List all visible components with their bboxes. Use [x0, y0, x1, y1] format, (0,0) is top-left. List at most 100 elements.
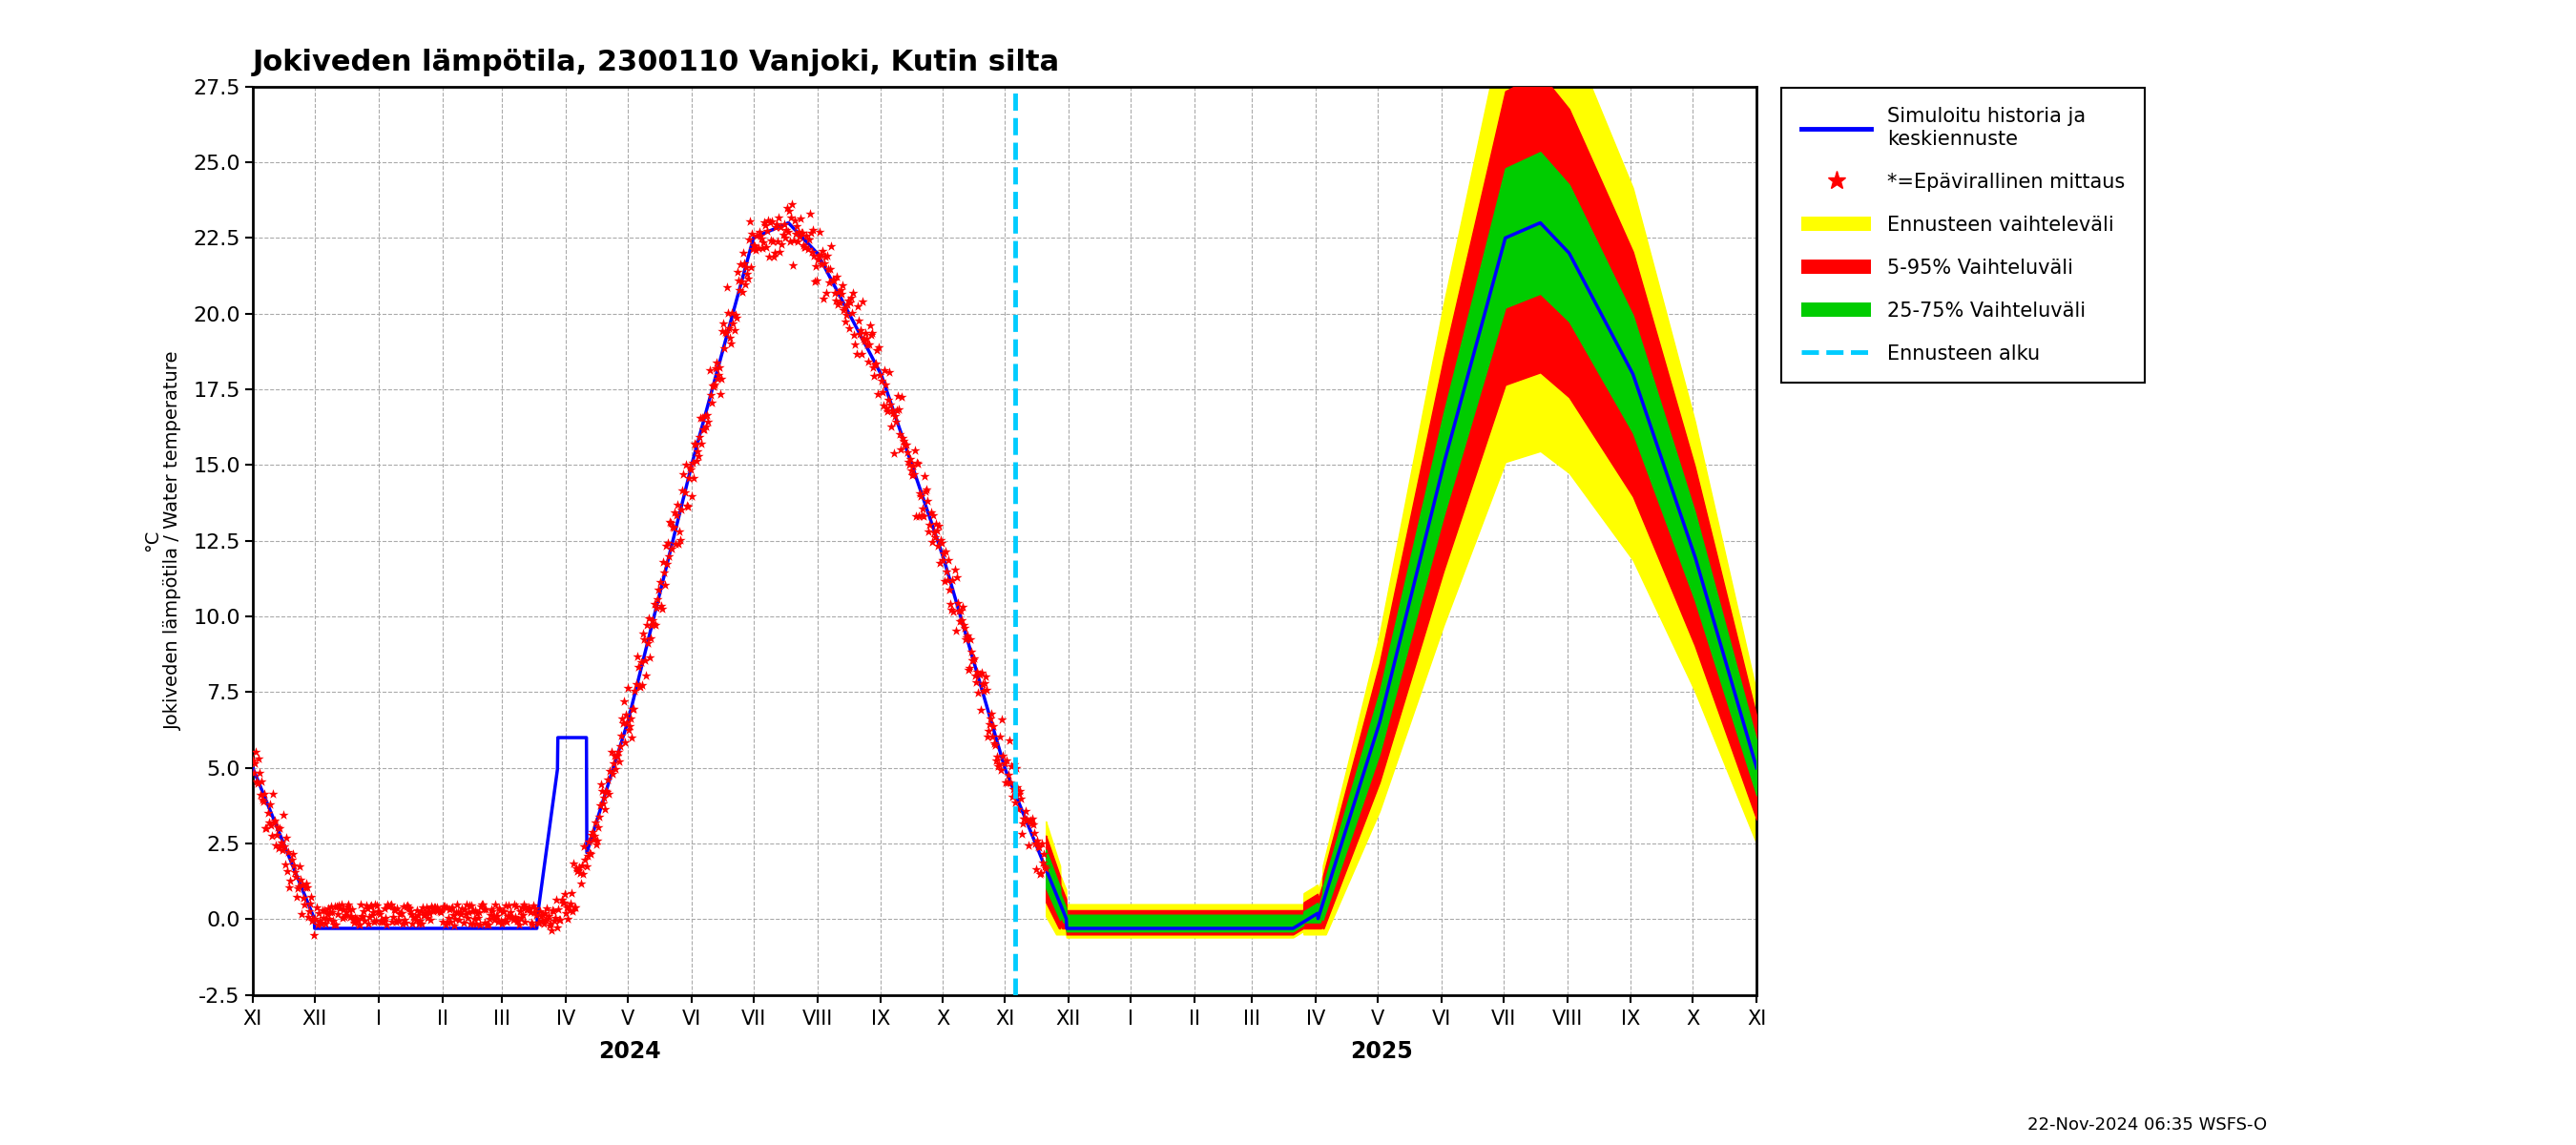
- Point: [966, 727, 1007, 745]
- Point: [340, 916, 381, 934]
- Point: [930, 600, 971, 618]
- Point: [958, 684, 999, 702]
- Point: [786, 238, 827, 256]
- Point: [240, 785, 281, 804]
- Point: [629, 609, 670, 627]
- Point: [922, 551, 963, 569]
- Point: [598, 752, 639, 771]
- Point: [330, 900, 371, 918]
- Point: [688, 406, 729, 425]
- Point: [237, 772, 278, 790]
- Point: [273, 845, 314, 863]
- Point: [587, 783, 629, 802]
- Point: [1018, 837, 1059, 855]
- Point: [464, 914, 505, 932]
- Point: [696, 354, 737, 372]
- Point: [884, 432, 925, 450]
- Point: [904, 482, 945, 500]
- Point: [922, 535, 963, 553]
- Point: [791, 223, 832, 242]
- Point: [492, 895, 533, 914]
- Point: [451, 914, 492, 932]
- Point: [384, 910, 425, 929]
- Point: [835, 345, 876, 363]
- Point: [621, 676, 662, 694]
- Point: [649, 547, 690, 566]
- Point: [778, 228, 819, 246]
- Point: [446, 895, 487, 914]
- Point: [520, 907, 562, 925]
- Point: [232, 751, 273, 769]
- Point: [461, 898, 502, 916]
- Point: [325, 903, 366, 922]
- Point: [304, 901, 345, 919]
- Point: [814, 271, 855, 290]
- Point: [891, 457, 933, 475]
- Point: [1015, 861, 1056, 879]
- Point: [250, 816, 291, 835]
- Point: [739, 227, 781, 245]
- Point: [948, 626, 989, 645]
- Point: [281, 870, 322, 889]
- Point: [783, 238, 824, 256]
- Point: [528, 909, 569, 927]
- Point: [605, 705, 647, 724]
- Point: [974, 735, 1015, 753]
- Point: [407, 909, 448, 927]
- Point: [801, 245, 842, 263]
- Point: [278, 856, 319, 875]
- Point: [536, 918, 577, 937]
- Point: [515, 906, 556, 924]
- Point: [744, 216, 786, 235]
- Point: [675, 436, 716, 455]
- Point: [376, 899, 417, 917]
- Point: [291, 911, 332, 930]
- Point: [706, 324, 747, 342]
- Point: [997, 800, 1038, 819]
- Point: [319, 895, 361, 914]
- Point: [747, 211, 788, 229]
- Point: [814, 291, 855, 309]
- Point: [649, 513, 690, 531]
- Point: [353, 913, 394, 931]
- Point: [665, 456, 706, 474]
- Point: [999, 789, 1041, 807]
- Text: 2024: 2024: [598, 1041, 662, 1064]
- Point: [562, 856, 603, 875]
- Point: [657, 535, 698, 553]
- Point: [850, 316, 891, 334]
- Point: [623, 624, 665, 642]
- Point: [752, 232, 793, 251]
- Point: [345, 900, 386, 918]
- Point: [806, 246, 848, 264]
- Point: [234, 753, 276, 772]
- Point: [595, 759, 636, 777]
- Point: [507, 899, 549, 917]
- Point: [453, 915, 495, 933]
- Point: [958, 665, 999, 684]
- Point: [659, 522, 701, 540]
- Point: [500, 908, 541, 926]
- Point: [234, 743, 276, 761]
- Point: [489, 897, 531, 915]
- Point: [337, 910, 379, 929]
- Point: [415, 898, 456, 916]
- Point: [312, 911, 353, 930]
- Point: [945, 629, 987, 647]
- Point: [855, 355, 896, 373]
- Point: [716, 262, 757, 281]
- Point: [577, 819, 618, 837]
- Point: [809, 260, 850, 278]
- Point: [829, 293, 871, 311]
- Point: [657, 506, 698, 524]
- Point: [440, 902, 482, 921]
- Point: [294, 910, 335, 929]
- Point: [670, 458, 711, 476]
- Point: [237, 749, 278, 767]
- Point: [925, 571, 966, 590]
- Point: [868, 363, 909, 381]
- Point: [922, 544, 963, 562]
- Point: [471, 902, 513, 921]
- Point: [263, 840, 304, 859]
- Point: [634, 615, 675, 633]
